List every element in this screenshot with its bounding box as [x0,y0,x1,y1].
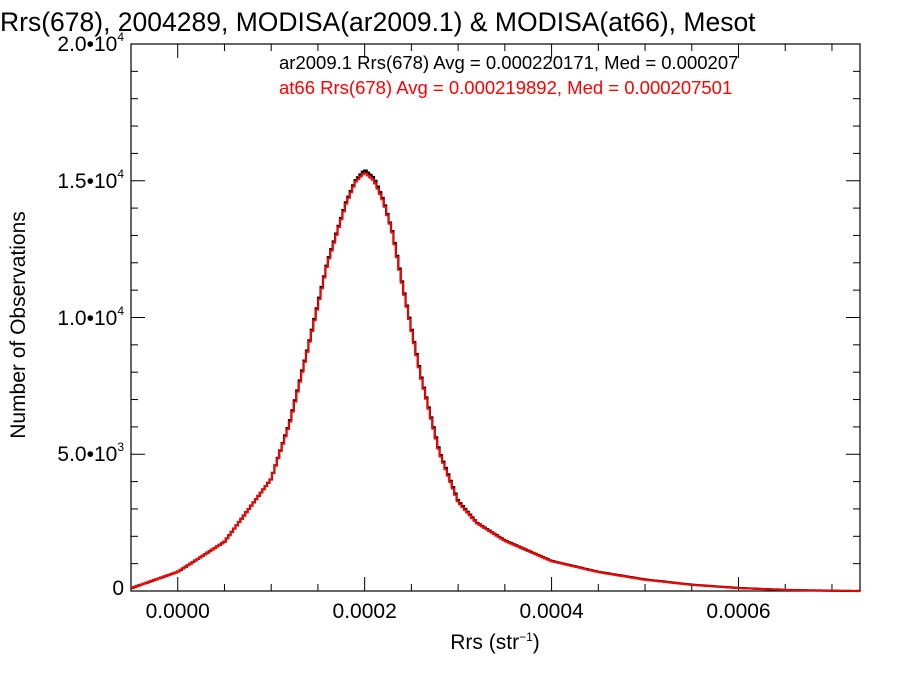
x-tick-label: 0.0000 [145,600,210,623]
x-axis-label-exponent: −1 [519,630,533,644]
y-tick-label-exponent: 4 [117,30,124,44]
y-tick-label: 2.0•104 [57,30,124,57]
plot-frame [130,43,861,592]
y-tick-label: 1.0•104 [57,304,124,331]
chart-title: Rrs(678), 2004289, MODISA(ar2009.1) & MO… [0,7,756,37]
y-tick-label: 5.0•103 [57,440,124,467]
legend-entry-ar2009: ar2009.1 Rrs(678) Avg = 0.000220171, Med… [279,52,739,73]
x-tick-label: 0.0004 [519,600,584,623]
y-tick-label-base: 5.0•10 [57,443,118,467]
y-tick-label-base: 1.5•10 [57,169,118,193]
x-tick-label: 0.0002 [332,600,397,623]
y-tick-label: 1.5•104 [57,167,124,194]
series-line-at66 [131,172,861,592]
y-tick-label-exponent: 3 [117,440,124,455]
y-tick-label-base: 0 [112,577,124,600]
x-axis-label: Rrs (str−1) [450,630,540,655]
y-tick-label: 0 [112,577,124,601]
series-layer [131,169,862,593]
y-tick-label-exponent: 4 [117,303,124,318]
legend-entry-at66: at66 Rrs(678) Avg = 0.000219892, Med = 0… [279,77,733,98]
y-tick-label-base: 1.0•10 [57,306,118,330]
x-axis-label-end: ) [532,631,540,654]
x-tick-label: 0.0006 [706,600,771,623]
y-tick-label-base: 2.0•10 [57,33,118,56]
series-line-ar2009.1 [131,169,862,593]
x-axis-label-base: Rrs (str [450,631,520,654]
y-tick-label-exponent: 4 [117,166,124,181]
axis-ticks [130,43,860,592]
